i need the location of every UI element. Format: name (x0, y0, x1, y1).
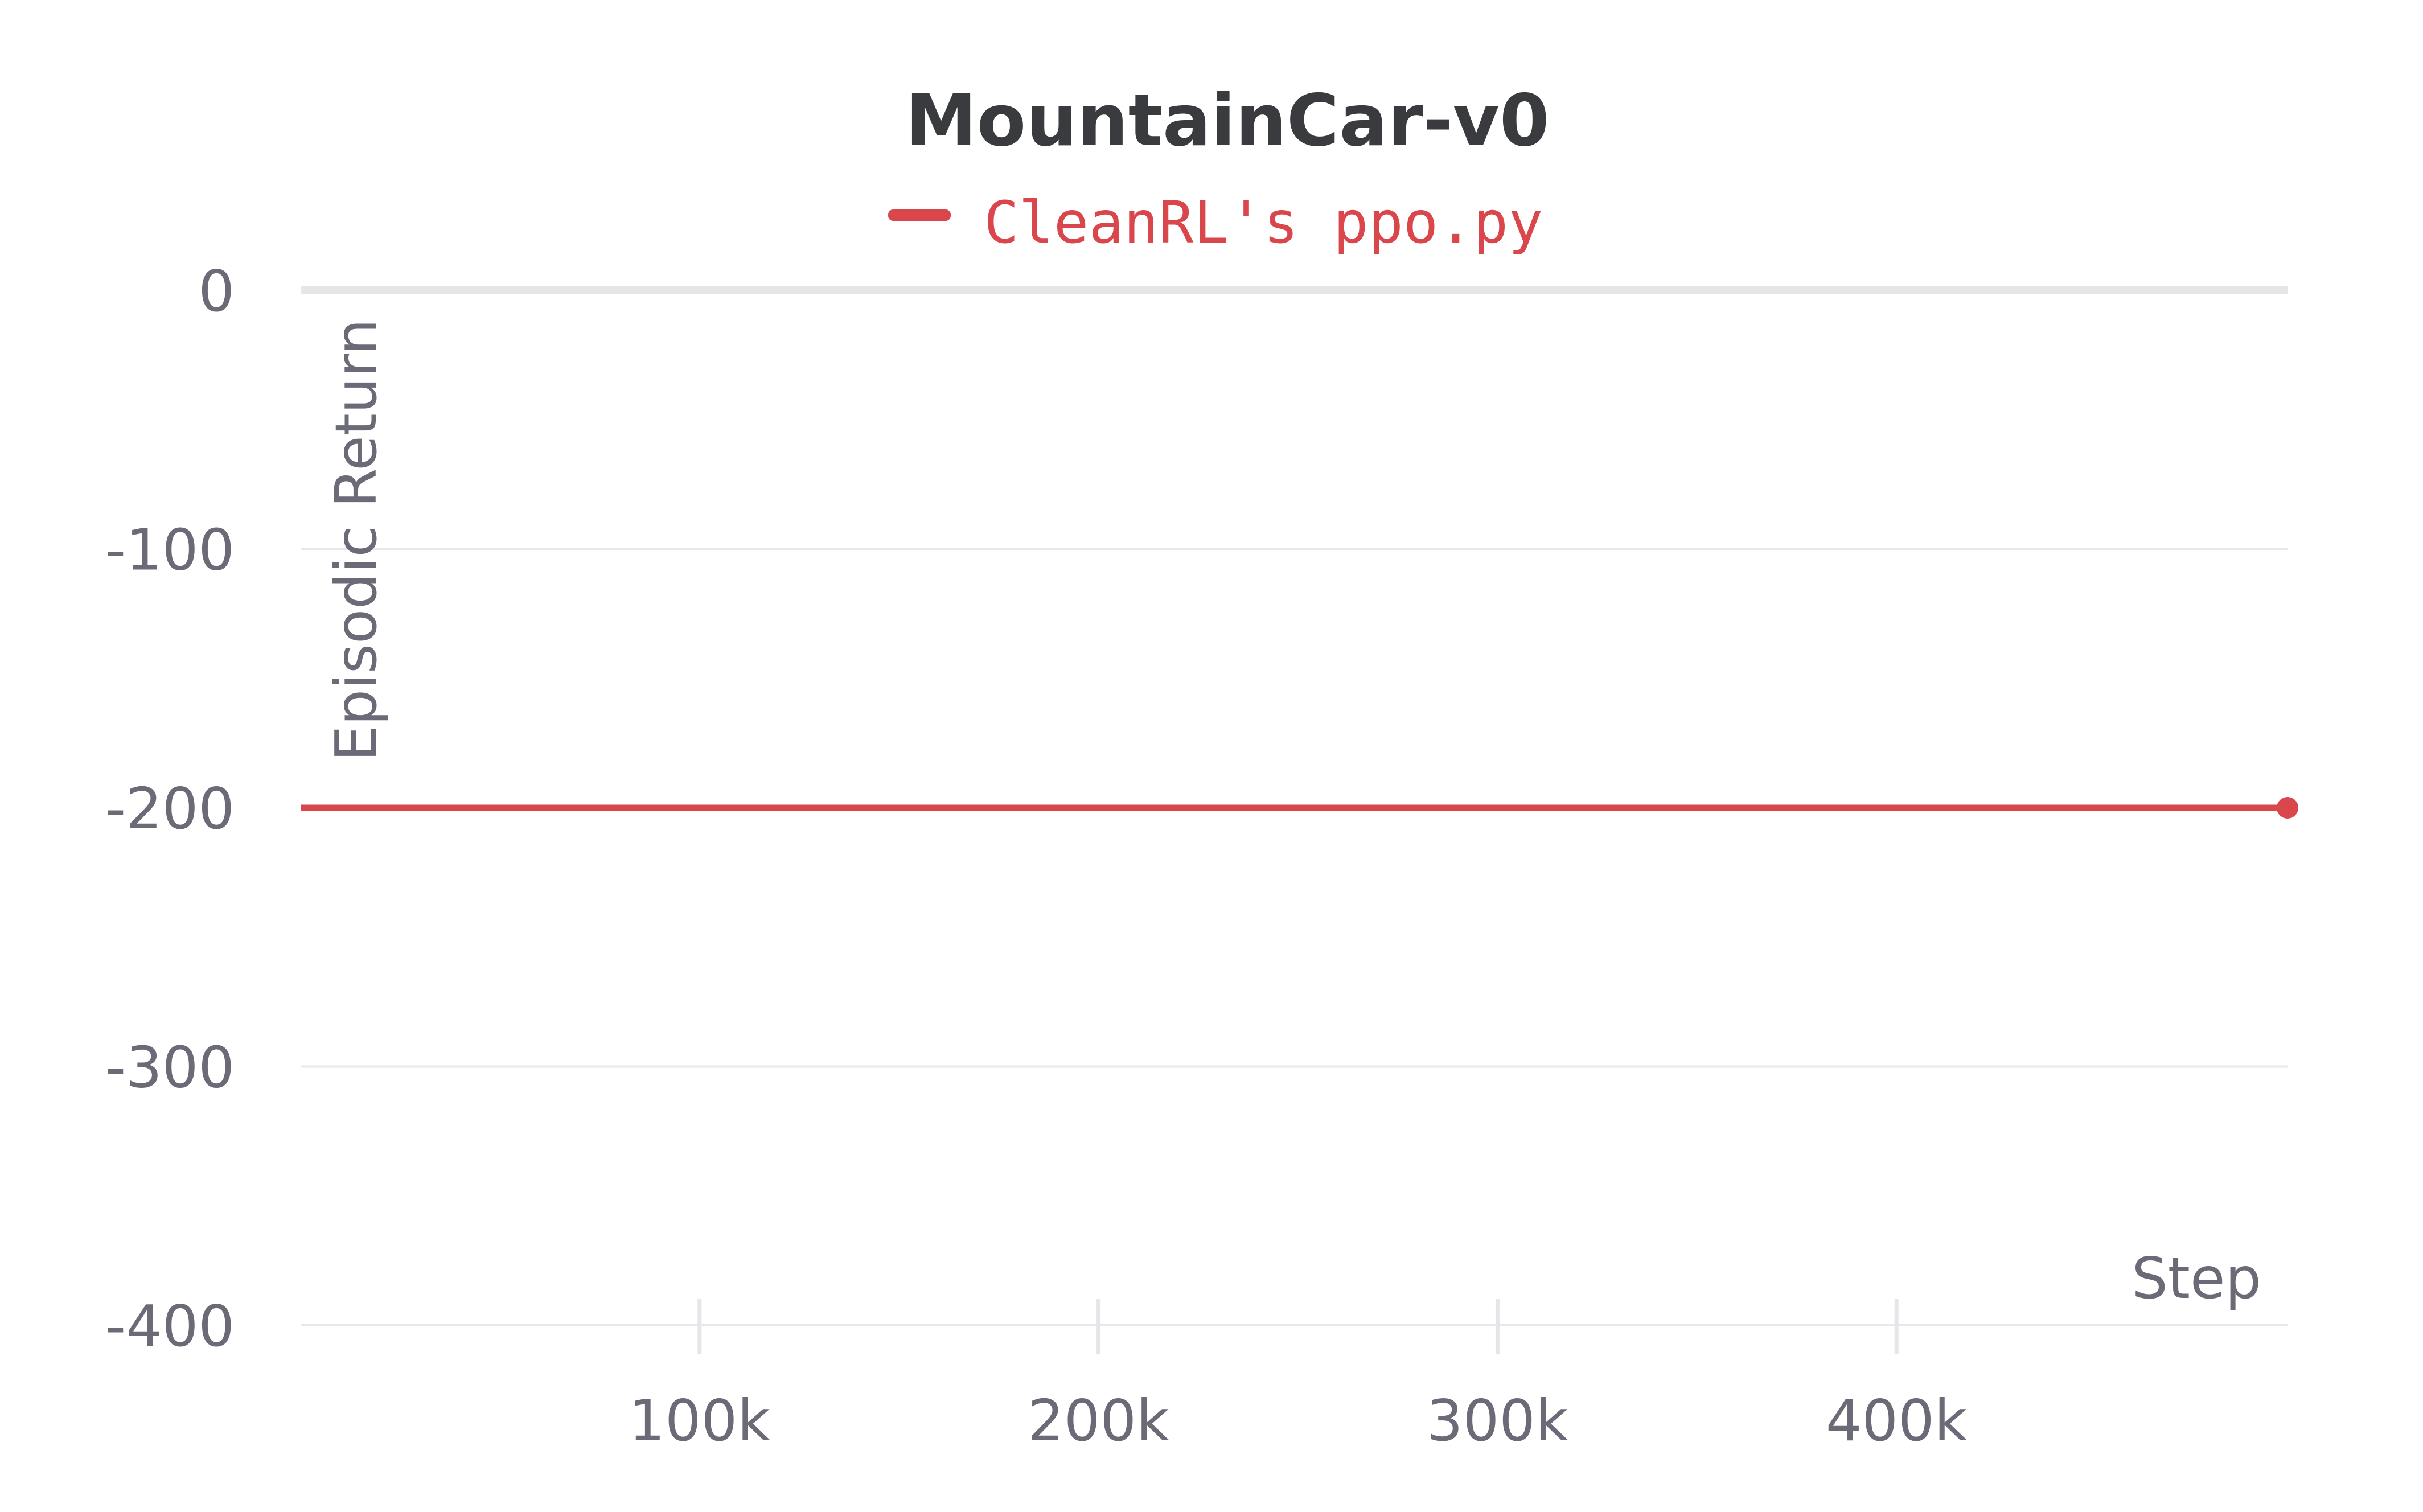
label-layer: 0 -100 -200 -300 -400 100k 200k 300k 400k (105, 258, 1968, 1454)
x-tick-label: 100k (629, 1387, 770, 1454)
legend-swatch-ppo (888, 209, 951, 221)
legend[interactable]: CleanRL's ppo.py (888, 189, 1543, 257)
y-tick-label: -200 (105, 775, 235, 842)
x-tick-layer (697, 1299, 1899, 1354)
y-axis-label: Episodic Return (323, 319, 389, 762)
y-tick-label: -100 (105, 517, 235, 584)
y-tick-label: 0 (198, 258, 235, 324)
series-end-marker[interactable] (2277, 797, 2298, 819)
legend-label-ppo: CleanRL's ppo.py (984, 189, 1543, 257)
x-tick-label: 200k (1028, 1387, 1169, 1454)
y-tick-label: -400 (105, 1293, 235, 1359)
x-axis-label: Step (2132, 1245, 2261, 1312)
x-tick-label: 400k (1826, 1387, 1968, 1454)
series-layer (301, 797, 2298, 819)
y-tick-label: -300 (105, 1034, 235, 1101)
chart-title: MountainCar-v0 (905, 79, 1549, 162)
x-tick-label: 300k (1427, 1387, 1568, 1454)
